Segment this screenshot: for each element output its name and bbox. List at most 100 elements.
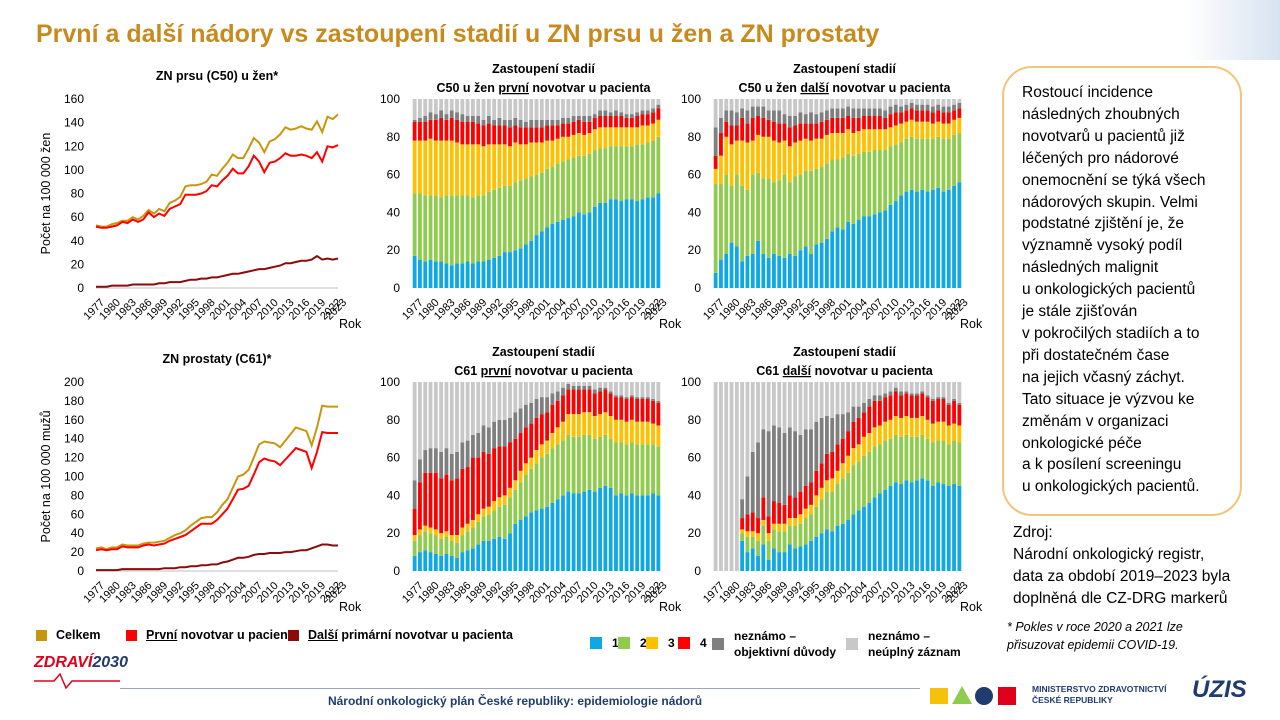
bar-segment <box>893 104 898 113</box>
bar-segment <box>539 444 544 458</box>
bar-segment <box>814 382 819 422</box>
bar-segment <box>592 491 597 571</box>
bar-segment <box>772 140 776 183</box>
bar-segment <box>824 238 829 288</box>
bar-segment <box>787 382 792 428</box>
bar-segment <box>545 453 550 507</box>
bar-segment <box>582 491 587 571</box>
legend-swatch-other <box>288 629 299 641</box>
legend-stage-unknown-incomplete: neznámo – neúplný záznam <box>846 628 961 660</box>
bar-segment <box>946 189 951 288</box>
bar-segment <box>745 255 750 288</box>
bar-segment <box>645 399 650 422</box>
bar-segment <box>819 499 824 534</box>
bar-segment <box>471 197 475 264</box>
bar-segment <box>465 99 470 117</box>
bar-segment <box>719 133 723 156</box>
bar-segment <box>904 480 909 571</box>
bar-segment <box>513 182 518 251</box>
bar-segment <box>651 99 655 109</box>
bar-segment <box>750 253 755 288</box>
chart-title: ZN prostaty (C61)* <box>162 352 271 366</box>
bar-segment <box>750 531 755 537</box>
bar-segment <box>798 514 803 524</box>
bar-segment <box>555 163 560 222</box>
bar-segment <box>877 425 882 445</box>
bar-segment <box>835 525 840 571</box>
bar-segment <box>761 253 766 288</box>
bar-segment <box>598 387 602 392</box>
bar-segment <box>745 514 750 532</box>
bar-segment <box>497 117 502 126</box>
bar-segment <box>761 117 766 137</box>
bar-segment <box>893 482 898 571</box>
bar-segment <box>582 385 587 390</box>
bar-segment <box>798 250 803 288</box>
bar-segment <box>819 487 824 500</box>
bar-segment <box>497 99 502 118</box>
bar-segment <box>523 127 528 145</box>
bar-segment <box>561 123 565 137</box>
bar-segment <box>809 99 813 113</box>
bar-segment <box>523 404 528 428</box>
bar-segment <box>508 146 512 186</box>
bar-segment <box>624 114 629 118</box>
bar-segment <box>793 431 798 498</box>
bar-segment <box>846 431 851 456</box>
bar-segment <box>957 382 962 403</box>
bar-segment <box>830 451 835 479</box>
bar-segment <box>777 531 782 553</box>
bar-segment <box>909 395 914 418</box>
bar-segment <box>909 417 914 437</box>
bar-segment <box>787 182 792 254</box>
bar-segment <box>830 478 835 492</box>
bar-segment <box>508 382 512 418</box>
bar-segment <box>840 414 845 439</box>
bar-segment <box>761 525 766 545</box>
bar-segment <box>803 544 808 571</box>
bar-segment <box>719 184 723 260</box>
bar-segment <box>904 121 909 139</box>
bar-segment <box>745 110 750 124</box>
bar-segment <box>534 99 539 120</box>
legend-stage-unknown-objective: neznámo – objektivní důvody <box>712 628 836 660</box>
y-tick-label: 40 <box>387 488 401 502</box>
bar-segment <box>952 440 956 485</box>
bar-segment <box>798 140 803 175</box>
bar-segment <box>582 116 587 122</box>
bar-segment <box>635 421 640 445</box>
y-tick-label: 60 <box>688 168 702 182</box>
bar-segment <box>713 168 718 185</box>
bar-segment <box>449 480 454 536</box>
bar-segment <box>497 536 502 571</box>
bar-segment <box>444 99 449 115</box>
bar-segment <box>624 382 629 398</box>
bar-segment <box>862 129 866 152</box>
bar-segment <box>645 495 650 571</box>
bar-segment <box>830 231 835 288</box>
bar-segment <box>576 116 581 120</box>
bar-segment <box>418 382 422 460</box>
bar-segment <box>824 134 829 164</box>
bar-segment <box>846 153 851 222</box>
bar-segment <box>418 459 422 483</box>
bar-segment <box>856 108 861 118</box>
bar-segment <box>444 195 449 264</box>
bar-segment <box>571 116 576 122</box>
bar-segment <box>508 185 512 253</box>
bar-segment <box>909 136 914 190</box>
bar-segment <box>899 391 903 396</box>
bar-segment <box>941 123 946 139</box>
bar-segment <box>862 506 866 571</box>
legend-stage-2: 2 <box>618 636 647 650</box>
bar-segment <box>481 425 486 452</box>
bar-segment <box>423 531 428 551</box>
bar-segment <box>608 99 613 113</box>
bar-segment <box>433 261 438 288</box>
y-tick-label: 80 <box>387 130 401 144</box>
bar-segment <box>766 431 771 517</box>
bar-segment <box>534 510 539 571</box>
bar-segment <box>571 385 576 390</box>
y-tick-label: 60 <box>71 210 85 224</box>
